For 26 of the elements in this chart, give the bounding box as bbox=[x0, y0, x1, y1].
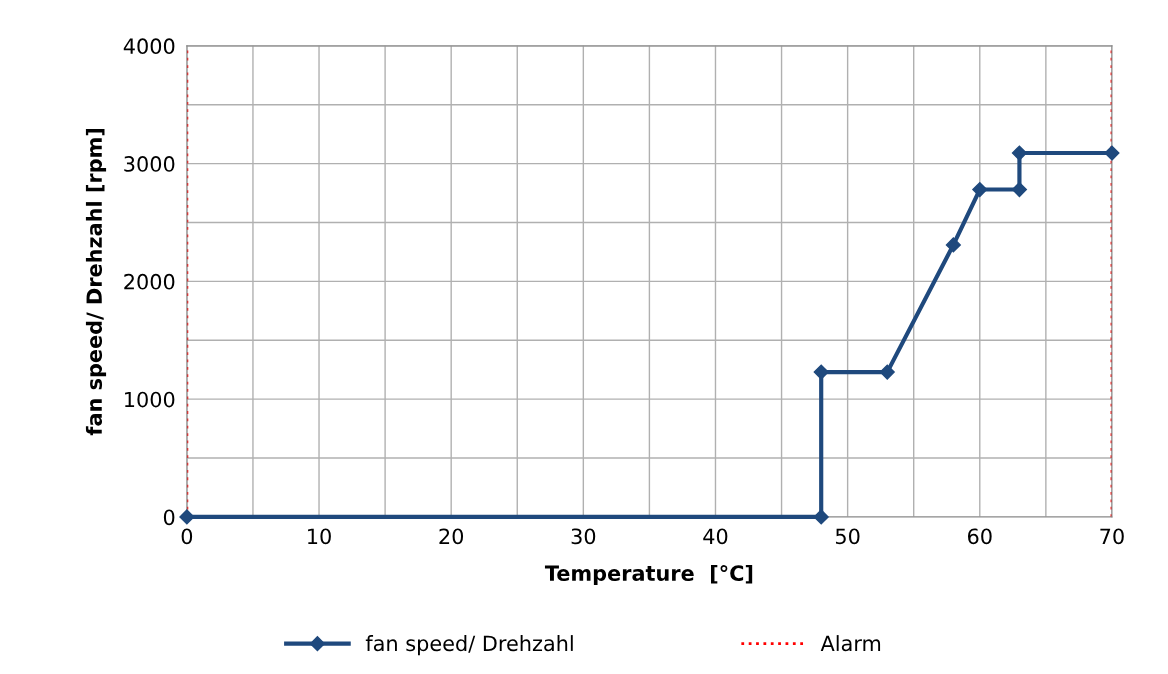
y-tick-label: 1000 bbox=[125, 391, 175, 408]
y-tick-label: 2000 bbox=[124, 273, 175, 290]
y-tick-label: 4000 bbox=[123, 38, 175, 55]
x-tick-label: 30 bbox=[571, 528, 596, 545]
legend-label: fan speed/ Drehzahl bbox=[365, 635, 573, 656]
x-tick-label: 40 bbox=[703, 528, 728, 545]
point bbox=[813, 364, 829, 380]
x-tick-label: 50 bbox=[835, 528, 860, 545]
point bbox=[1104, 145, 1120, 161]
point bbox=[972, 181, 988, 198]
x-tick-label: 10 bbox=[308, 528, 331, 545]
point bbox=[179, 509, 195, 525]
point bbox=[1011, 181, 1028, 198]
point bbox=[813, 509, 829, 525]
point bbox=[879, 364, 895, 380]
y-tick-label: 3000 bbox=[124, 156, 175, 172]
x-tick-label: 0 bbox=[181, 528, 193, 545]
y-tick-label: 0 bbox=[163, 509, 175, 526]
x-tick-label: 20 bbox=[439, 528, 464, 545]
legend-label: Alarm bbox=[820, 635, 881, 652]
y-axis-title: fan speed/ Drehzahl [rpm] bbox=[85, 128, 107, 436]
point bbox=[1011, 145, 1028, 161]
point bbox=[945, 237, 961, 253]
x-tick-label: 70 bbox=[1100, 528, 1124, 545]
x-axis-title: Temperature [°C] bbox=[544, 564, 753, 586]
x-tick-label: 60 bbox=[967, 528, 992, 545]
